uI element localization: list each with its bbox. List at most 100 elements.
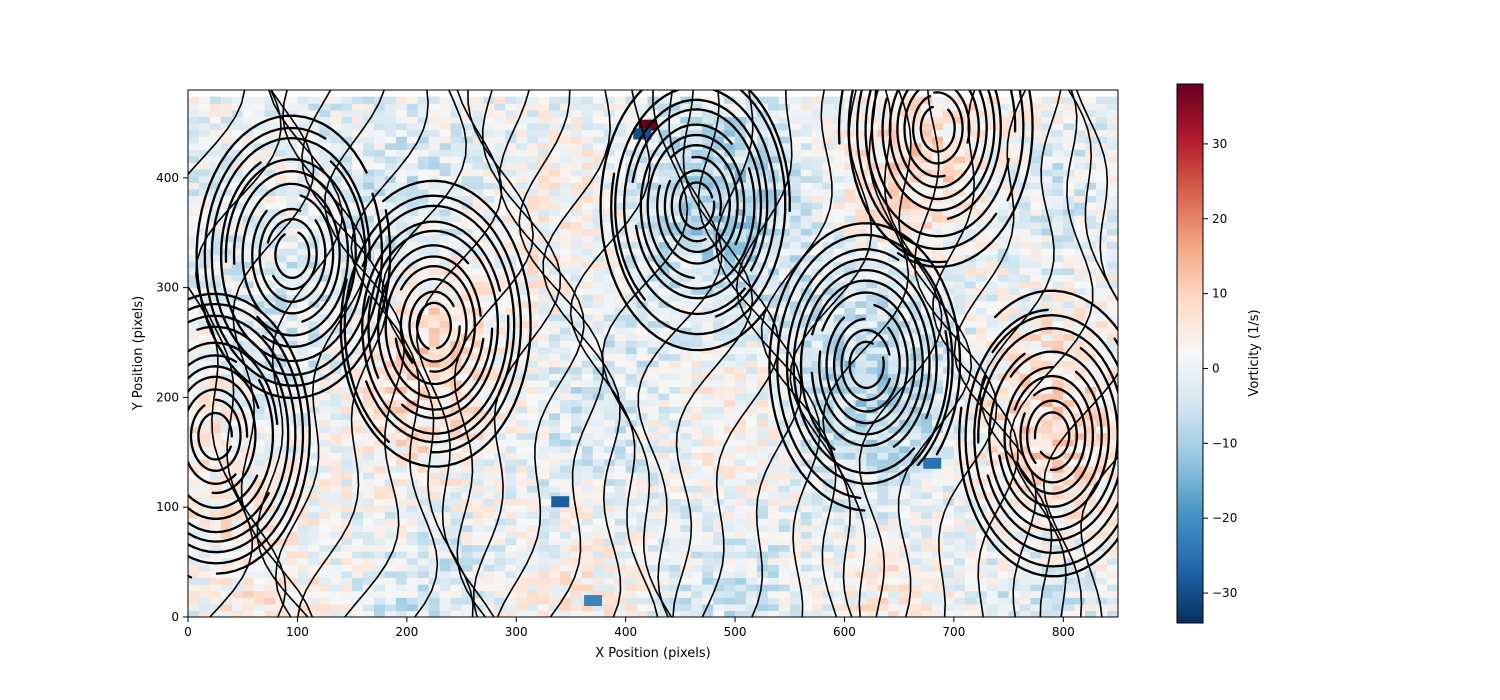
heatmap-cell	[505, 551, 517, 559]
heatmap-cell	[735, 544, 747, 552]
heatmap-cell	[855, 386, 867, 394]
heatmap-cell	[209, 465, 222, 473]
heatmap-cell	[1052, 254, 1064, 262]
heatmap-cell	[1052, 564, 1064, 572]
heatmap-cell	[647, 406, 660, 414]
heatmap-cell	[527, 313, 539, 322]
heatmap-cell	[363, 544, 375, 552]
heatmap-cell	[330, 294, 342, 302]
heatmap-cell	[833, 373, 846, 381]
heatmap-cell	[319, 505, 331, 513]
heatmap-cell	[1052, 425, 1064, 434]
heatmap-cell	[953, 537, 966, 546]
heatmap-cell	[702, 584, 714, 592]
heatmap-cell	[789, 419, 802, 427]
heatmap-cell	[483, 360, 495, 368]
heatmap-cell	[789, 570, 802, 579]
heatmap-cell	[800, 353, 813, 361]
heatmap-cell	[877, 491, 889, 500]
heatmap-cell	[910, 294, 922, 302]
heatmap-cell	[538, 425, 550, 434]
heatmap-cell	[625, 261, 638, 269]
heatmap-cell	[702, 498, 714, 506]
heatmap-cell	[691, 228, 703, 236]
heatmap-cell	[592, 432, 605, 440]
heatmap-cell	[855, 458, 867, 467]
heatmap-cell	[428, 366, 441, 374]
heatmap-cell	[538, 557, 550, 565]
heatmap-cell	[636, 439, 649, 447]
heatmap-cell	[603, 452, 616, 460]
heatmap-cell	[494, 465, 506, 473]
heatmap-cell	[209, 241, 222, 249]
heatmap-cell	[1063, 531, 1075, 539]
heatmap-cell	[319, 537, 331, 546]
heatmap-cell	[549, 267, 561, 276]
heatmap-cell	[1030, 320, 1043, 328]
heatmap-cell	[439, 472, 452, 480]
heatmap-cell	[877, 267, 889, 276]
heatmap-cell	[384, 564, 397, 572]
heatmap-cell	[560, 597, 572, 605]
heatmap-cell	[636, 524, 649, 532]
heatmap-cell	[724, 419, 736, 427]
heatmap-cell	[735, 393, 747, 401]
heatmap-cell	[910, 307, 922, 315]
heatmap-cell	[855, 234, 867, 243]
heatmap-cell	[527, 432, 539, 440]
heatmap-cell	[647, 452, 660, 460]
heatmap-cell	[1030, 379, 1043, 388]
heatmap-cell	[647, 564, 660, 572]
heatmap-cell	[341, 570, 353, 579]
heatmap-cell	[374, 241, 386, 249]
heatmap-cell	[538, 412, 550, 420]
heatmap-cell	[942, 584, 955, 592]
heatmap-cell	[1019, 570, 1032, 579]
heatmap-cell	[614, 531, 627, 539]
heatmap-cell	[1063, 340, 1075, 348]
heatmap-cell	[713, 261, 725, 269]
heatmap-cell	[363, 505, 375, 513]
heatmap-cell	[997, 248, 1010, 256]
heatmap-cell	[384, 313, 397, 322]
heatmap-cell	[724, 406, 736, 414]
heatmap-cell	[286, 419, 299, 427]
heatmap-cell	[680, 360, 692, 368]
heatmap-cell	[374, 261, 386, 269]
heatmap-cell	[614, 386, 627, 394]
heatmap-cell	[603, 524, 616, 532]
heatmap-cell	[603, 570, 616, 579]
heatmap-cell	[188, 425, 200, 434]
heatmap-cell	[899, 360, 911, 368]
heatmap-cell	[658, 590, 671, 598]
heatmap-cell	[374, 386, 386, 394]
heatmap-cell	[286, 518, 299, 526]
heatmap-cell	[1063, 248, 1075, 256]
heatmap-cell	[899, 491, 911, 500]
heatmap-cell	[822, 498, 835, 506]
heatmap-cell	[680, 333, 692, 341]
heatmap-cell	[242, 570, 255, 579]
heatmap-cell	[603, 610, 616, 617]
heatmap-cell	[767, 294, 780, 302]
heatmap-cell	[975, 320, 988, 328]
heatmap-cell	[647, 366, 660, 374]
heatmap-cell	[384, 452, 397, 460]
heatmap-cell	[538, 531, 550, 539]
heatmap-cell	[417, 505, 430, 513]
heatmap-cell	[899, 610, 911, 617]
heatmap-cell	[636, 531, 649, 539]
heatmap-cell	[877, 432, 889, 440]
heatmap-cell	[286, 320, 299, 328]
heatmap-cell	[625, 340, 638, 348]
heatmap-cell	[975, 590, 988, 598]
heatmap-cell	[220, 584, 233, 592]
heatmap-cell	[374, 564, 386, 572]
heatmap-cell	[1107, 524, 1118, 532]
heatmap-cell	[286, 281, 299, 289]
heatmap-cell	[483, 465, 495, 473]
heatmap-cell	[713, 287, 725, 295]
heatmap-cell	[1096, 557, 1108, 565]
heatmap-cell	[527, 294, 539, 302]
heatmap-cell	[1107, 537, 1118, 546]
